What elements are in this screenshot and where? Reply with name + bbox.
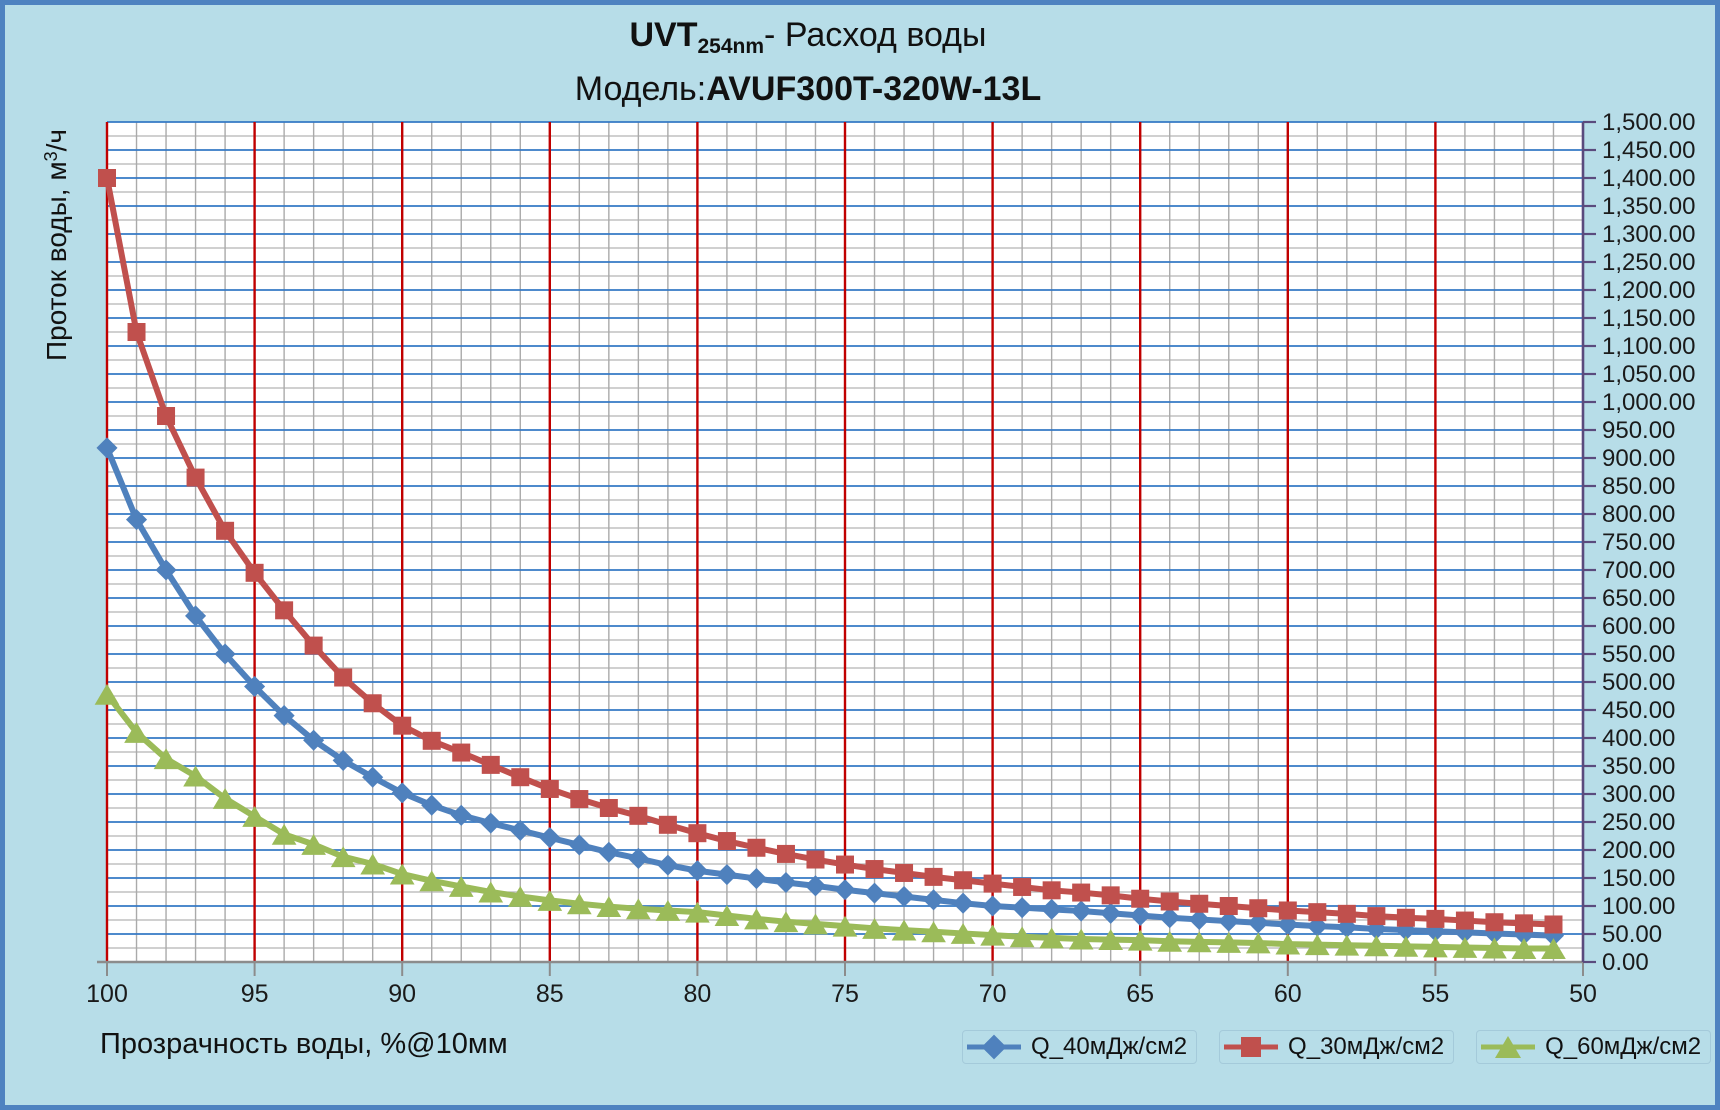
- y-tick-label: 700.00: [1602, 557, 1675, 584]
- y-tick-label: 950.00: [1602, 417, 1675, 444]
- title-rest: - Расход воды: [764, 16, 987, 54]
- chart-title-line1: UVT254nm- Расход воды: [575, 14, 1042, 68]
- y-tick-label: 650.00: [1602, 585, 1675, 612]
- y-tick-label: 1,500.00: [1602, 109, 1695, 136]
- series-Q_30мДж/см2[interactable]: [98, 169, 1563, 934]
- x-axis-title: Прозрачность воды, %@10мм: [100, 1028, 508, 1060]
- x-tick-label: 95: [241, 980, 269, 1008]
- legend-q30-label: Q_30мДж/см2: [1288, 1033, 1445, 1060]
- legend-q60-marker-icon: [1481, 1036, 1536, 1058]
- title-uvt: UVT: [629, 16, 698, 54]
- legend-item-q40[interactable]: Q_40мДж/см2: [962, 1030, 1198, 1064]
- x-tick-label: 55: [1421, 980, 1449, 1008]
- x-tick-label: 90: [388, 980, 416, 1008]
- y-axis-title-suffix: /ч: [41, 129, 72, 152]
- title-model-label: Модель:: [574, 70, 707, 108]
- y-tick-label: 1,300.00: [1602, 221, 1695, 248]
- y-tick-label: 1,050.00: [1602, 361, 1695, 388]
- y-tick-label: 200.00: [1602, 837, 1675, 864]
- y-tick-label: 900.00: [1602, 445, 1675, 472]
- y-tick-label: 1,400.00: [1602, 165, 1695, 192]
- y-tick-labels: 0.0050.00100.00150.00200.00250.00300.003…: [1602, 109, 1695, 976]
- chart-legend: Q_40мДж/см2 Q_30мДж/см2 Q_60мДж/см2: [962, 1030, 1712, 1064]
- y-tick-label: 0.00: [1602, 949, 1649, 976]
- x-tick-label: 80: [683, 980, 711, 1008]
- chart-title: UVT254nm- Расход воды Модель:AVUF300T-32…: [0, 14, 1720, 110]
- y-tick-label: 1,250.00: [1602, 249, 1695, 276]
- y-tick-label: 150.00: [1602, 865, 1675, 892]
- y-tick-label: 1,200.00: [1602, 277, 1695, 304]
- y-tick-label: 400.00: [1602, 725, 1675, 752]
- y-tick-label: 800.00: [1602, 501, 1675, 528]
- y-tick-label: 750.00: [1602, 529, 1675, 556]
- x-tick-label: 50: [1569, 980, 1597, 1008]
- y-tick-label: 1,000.00: [1602, 389, 1695, 416]
- legend-item-q60[interactable]: Q_60мДж/см2: [1476, 1030, 1712, 1064]
- y-axis-title-sup: 3: [41, 151, 61, 162]
- legend-q30-marker-icon: [1224, 1037, 1279, 1057]
- x-tick-label: 85: [536, 980, 564, 1008]
- y-tick-label: 300.00: [1602, 781, 1675, 808]
- y-tick-label: 250.00: [1602, 809, 1675, 836]
- y-tick-label: 600.00: [1602, 613, 1675, 640]
- x-tick-labels: 100 95 90 85 80 75 70 65 60 55 50: [86, 980, 1597, 1008]
- x-tick-label: 60: [1274, 980, 1302, 1008]
- y-tick-label: 50.00: [1602, 921, 1662, 948]
- x-tick-label: 70: [979, 980, 1007, 1008]
- x-tick-label: 65: [1126, 980, 1154, 1008]
- y-tick-label: 350.00: [1602, 753, 1675, 780]
- title-uvt-subscript: 254nm: [697, 35, 765, 58]
- y-axis-title-text: Проток воды, м: [41, 161, 72, 361]
- y-tick-label: 1,450.00: [1602, 137, 1695, 164]
- legend-q40-label: Q_40мДж/см2: [1031, 1033, 1188, 1060]
- legend-q60-label: Q_60мДж/см2: [1545, 1033, 1702, 1060]
- y-tick-label: 1,150.00: [1602, 305, 1695, 332]
- title-model: AVUF300T-320W-13L: [706, 70, 1042, 108]
- x-tick-label: 75: [831, 980, 859, 1008]
- legend-item-q30[interactable]: Q_30мДж/см2: [1219, 1030, 1455, 1064]
- y-tick-label: 850.00: [1602, 473, 1675, 500]
- chart-title-line2: Модель:AVUF300T-320W-13L: [575, 68, 1042, 110]
- series-Q_60мДж/см2[interactable]: [94, 683, 1566, 960]
- major-vertical-gridlines: [105, 122, 1437, 962]
- y-tick-label: 450.00: [1602, 697, 1675, 724]
- y-tick-label: 500.00: [1602, 669, 1675, 696]
- y-tick-label: 1,350.00: [1602, 193, 1695, 220]
- y-axis-title: Проток воды, м3/ч: [41, 129, 73, 361]
- y-tick-label: 100.00: [1602, 893, 1675, 920]
- x-tick-label: 100: [86, 980, 128, 1008]
- x-axis: [97, 960, 1584, 976]
- y-tick-label: 1,100.00: [1602, 333, 1695, 360]
- y-axis: [1581, 120, 1596, 964]
- legend-q40-marker-icon: [967, 1034, 1021, 1060]
- y-tick-label: 550.00: [1602, 641, 1675, 668]
